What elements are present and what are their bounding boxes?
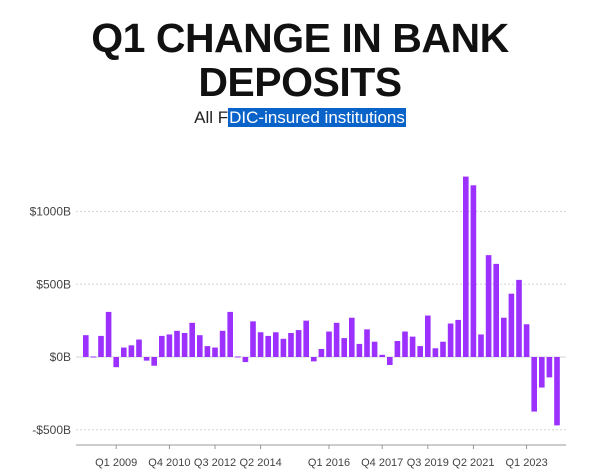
bar — [219, 330, 226, 357]
bar — [455, 319, 461, 357]
x-tick-label: Q4 2010 — [148, 457, 190, 469]
bar — [250, 321, 256, 357]
bar — [303, 320, 309, 357]
bar — [379, 354, 385, 357]
bar — [501, 317, 507, 357]
bar — [417, 346, 423, 357]
bar — [311, 357, 317, 362]
bar — [402, 331, 408, 357]
y-tick-label: $0B — [50, 350, 71, 364]
bar — [364, 329, 370, 357]
bar — [432, 348, 439, 357]
x-tick-label: Q3 2012 — [194, 457, 236, 469]
bar — [136, 339, 142, 357]
bar — [447, 323, 454, 357]
bar — [463, 176, 469, 357]
bar — [425, 315, 431, 357]
bar — [151, 357, 157, 366]
bar — [493, 263, 499, 357]
subtitle-selected-text[interactable]: DIC-insured institutions — [228, 108, 406, 127]
bar — [478, 334, 484, 357]
bar — [128, 345, 135, 357]
bar — [166, 334, 173, 357]
bar — [288, 332, 294, 357]
bar — [508, 293, 515, 357]
bar — [90, 356, 97, 358]
bar — [546, 357, 553, 378]
bar — [212, 347, 218, 357]
chart-subtitle: All FDIC-insured institutions — [0, 108, 600, 128]
bar — [356, 343, 363, 357]
subtitle-text: All F — [194, 108, 229, 127]
bar — [265, 335, 271, 357]
bar — [174, 330, 180, 357]
bar — [554, 357, 560, 426]
x-tick-label: Q1 2016 — [308, 457, 350, 469]
bar — [197, 335, 203, 357]
bar — [531, 357, 537, 412]
bar — [83, 335, 89, 357]
bar — [189, 322, 195, 357]
bar — [257, 332, 264, 357]
chart-title-line-1: Q1 CHANGE IN BANK — [91, 15, 509, 61]
bar — [98, 335, 104, 357]
bar — [242, 357, 249, 363]
bar — [326, 331, 332, 357]
x-tick-label: Q2 2021 — [452, 457, 494, 469]
x-tick-label: Q4 2017 — [361, 457, 403, 469]
x-tick-label: Q2 2014 — [239, 457, 281, 469]
bar — [349, 317, 355, 357]
bar — [371, 341, 378, 357]
bar — [318, 348, 325, 357]
bar — [280, 338, 287, 357]
y-tick-label: $1000B — [30, 205, 71, 219]
bar — [333, 322, 340, 357]
bar — [204, 346, 211, 357]
bar — [470, 185, 477, 357]
bar — [516, 279, 522, 357]
bar — [159, 335, 165, 357]
bar — [394, 340, 401, 357]
bar — [387, 357, 393, 366]
y-tick-label: $500B — [36, 277, 71, 291]
x-tick-label: Q3 2019 — [407, 457, 449, 469]
bar — [273, 332, 279, 357]
bar — [523, 324, 530, 357]
bar — [409, 336, 416, 357]
chart-title: Q1 CHANGE IN BANK DEPOSITS — [0, 16, 600, 104]
bar — [121, 347, 127, 357]
bar — [440, 341, 446, 357]
y-tick-label: -$500B — [32, 423, 71, 437]
bar — [295, 330, 302, 357]
x-tick-label: Q1 2023 — [505, 457, 547, 469]
bar — [539, 357, 545, 388]
bar — [485, 255, 492, 357]
bar — [235, 356, 241, 358]
x-tick-label: Q1 2009 — [95, 457, 137, 469]
bar — [105, 311, 112, 357]
bar — [341, 338, 347, 357]
bar — [113, 357, 119, 368]
bar — [181, 332, 188, 357]
bar — [227, 311, 233, 357]
chart-title-line-2: DEPOSITS — [198, 59, 402, 105]
bar — [143, 357, 150, 361]
